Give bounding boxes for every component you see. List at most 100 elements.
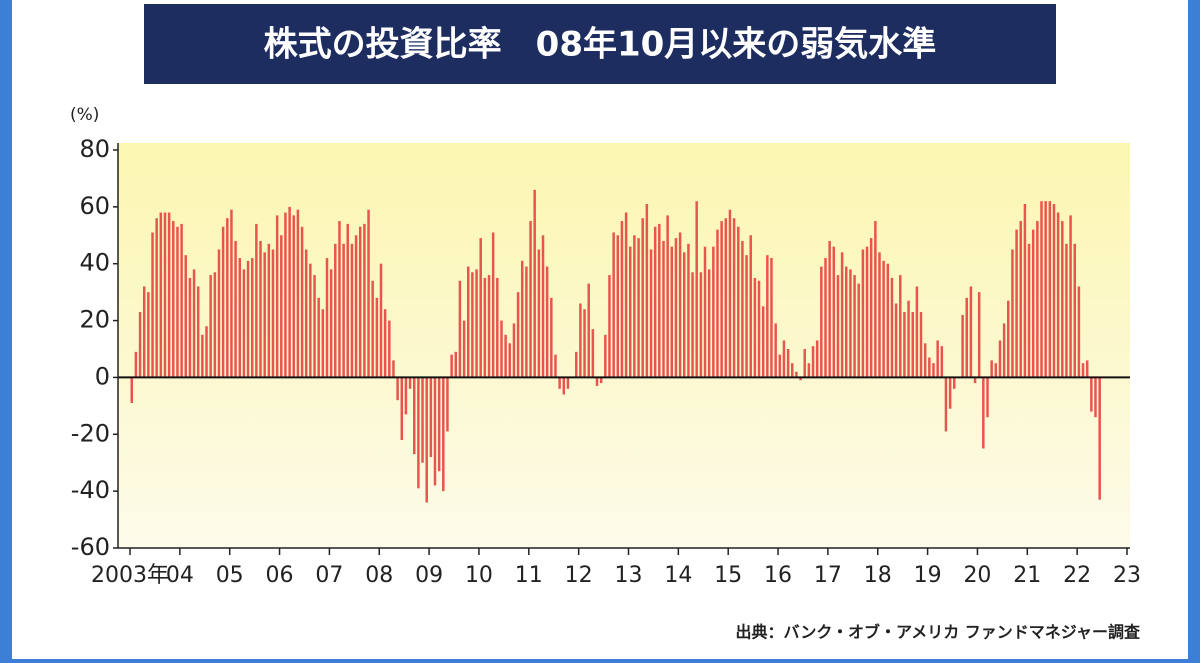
bar [591,329,595,378]
bar [325,258,329,378]
bar [196,286,200,378]
bar [487,275,491,378]
bar [516,292,520,378]
bar [608,275,611,378]
bar [250,258,254,378]
x-tick-label: 12 [565,563,593,588]
bar [421,377,424,463]
bar [766,255,769,378]
bar [832,246,836,378]
bar [1073,243,1077,378]
bar [799,377,802,381]
bar [616,235,620,378]
bar [221,226,225,378]
bar [994,363,998,378]
bar [575,351,578,378]
bar [961,314,964,378]
x-tick-label: 13 [615,563,643,588]
bar [865,246,869,378]
x-tick-label: 20 [963,563,991,588]
bar [159,212,163,378]
bar [1094,377,1097,418]
bar [246,260,250,378]
bar [520,260,524,378]
bar [442,377,445,492]
bar [537,249,541,378]
x-tick-label: 06 [266,563,294,588]
bar [894,303,898,378]
bar [392,360,395,378]
bar [566,377,570,389]
bar [579,303,582,378]
y-tick-label: 20 [79,306,110,334]
bar [1081,363,1085,378]
bar [280,235,283,378]
bar [670,246,674,378]
bar [379,263,383,378]
bar [595,377,599,386]
y-tick-label: -20 [71,419,110,447]
bar [629,246,632,378]
x-tick-label: 23 [1113,563,1141,588]
bar [1031,229,1035,378]
bar [587,283,590,378]
bar [840,252,844,378]
x-tick-label: 11 [515,563,543,588]
bar [550,297,553,378]
bar [757,280,761,378]
bar [329,269,333,378]
bar [201,334,204,378]
bar [184,255,187,378]
bar [749,235,752,378]
bar [857,283,860,378]
bar [346,223,349,378]
bar [990,360,993,378]
bar [998,340,1002,378]
bar [687,243,690,378]
bar [969,286,973,378]
bar [545,266,549,378]
x-tick-label: 05 [216,563,244,588]
bar [1044,201,1047,378]
bar [907,300,910,378]
bar [541,235,545,378]
bar [899,275,902,378]
y-tick-label: 60 [79,192,110,220]
x-tick-label: 04 [166,563,194,588]
bar [612,232,615,378]
bar [944,377,948,432]
y-tick-label: 40 [79,249,110,277]
bar [803,349,806,378]
bar [1065,243,1068,378]
x-tick-label: 22 [1063,563,1091,588]
bar [658,223,661,378]
bar [334,243,337,378]
bar [205,326,208,378]
bar [737,226,740,378]
bar [371,280,374,378]
bar [732,218,736,378]
bar [915,286,919,378]
bar [192,269,196,378]
bar [151,232,154,378]
bar [230,209,233,378]
bar [180,223,183,378]
bar [342,243,345,378]
bar [761,306,765,378]
bar [1027,243,1031,378]
bar [471,272,474,378]
x-tick-label: 18 [864,563,892,588]
bar [1077,286,1081,378]
bar [400,377,404,440]
bar [317,297,320,378]
bar [479,238,482,378]
x-tick-label: 09 [415,563,443,588]
bar [795,371,798,378]
bar [786,349,790,378]
bar [134,351,138,378]
bar [624,212,628,378]
bar [828,240,831,378]
bar [450,354,453,378]
y-tick-label: 80 [79,135,110,163]
bar [512,323,516,378]
